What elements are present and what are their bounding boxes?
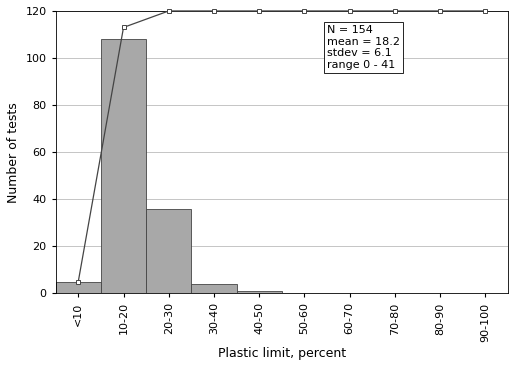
Bar: [146, 208, 192, 293]
Bar: [236, 291, 282, 293]
Text: N = 154
mean = 18.2
stdev = 6.1
range 0 - 41: N = 154 mean = 18.2 stdev = 6.1 range 0 …: [327, 25, 400, 70]
X-axis label: Plastic limit, percent: Plastic limit, percent: [218, 347, 346, 360]
Bar: [56, 281, 101, 293]
Y-axis label: Number of tests: Number of tests: [7, 102, 20, 203]
Bar: [101, 39, 146, 293]
Bar: [192, 284, 236, 293]
